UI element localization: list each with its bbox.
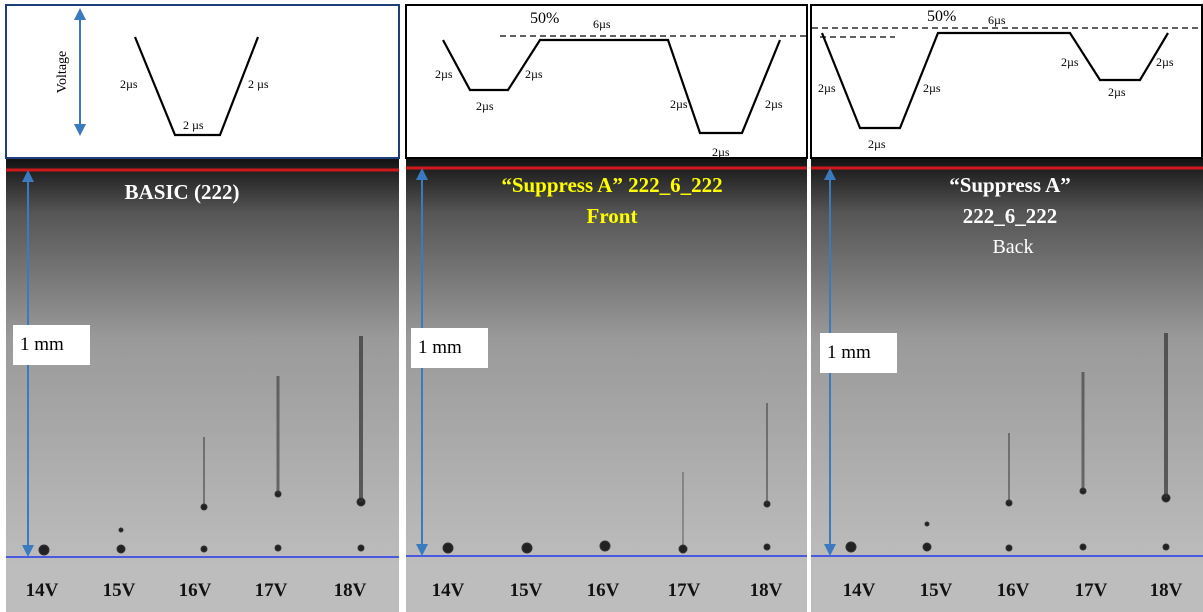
image-panel [406,158,807,612]
waveform-label: 2µs [435,67,453,81]
top-line [6,166,1203,172]
voltage-label: 16V [587,580,620,601]
waveform-label: 2µs [1061,55,1079,69]
waveform [133,36,260,137]
voltage-labels: 14V 15V 16V 17V 18V 14V 15V 16V 17V 18V … [26,580,1183,601]
waveform [442,38,782,135]
waveform-label: 2µs [120,77,138,91]
scale-box [411,328,488,368]
panel-title: Back [992,236,1033,258]
droplets [38,333,1171,556]
separator [807,158,811,612]
waveform-label: 2µs [670,97,688,111]
level-label: 50% [530,10,559,27]
panel-title: BASIC (222) [125,180,240,204]
voltage-label: 15V [920,580,953,601]
axis-label: Voltage [55,51,70,94]
scale-label: 1 mm [20,334,64,355]
waveform-label: 2µs [868,137,886,151]
waveform-label: 6µs [593,17,611,31]
waveform-box [5,4,400,159]
waveform-label: 2 µs [248,77,269,91]
voltage-label: 15V [510,580,543,601]
waveform-label: 2µs [1156,55,1174,69]
waveform-label: 2µs [476,99,494,113]
waveform-label: 6µs [988,13,1006,27]
scale-label: 1 mm [827,342,871,363]
waveform-label: 2µs [923,81,941,95]
waveform-label: 2µs [525,67,543,81]
waveform-label: 2µs [818,81,836,95]
waveform-label: 2µs [1108,85,1126,99]
voltage-label: 17V [1075,580,1108,601]
panel-title: “Suppress A” [949,173,1071,197]
waveform-label: 2 µs [183,118,204,132]
voltage-label: 18V [750,580,783,601]
voltage-label: 18V [334,580,367,601]
voltage-label: 16V [997,580,1030,601]
scale-box [820,333,897,373]
voltage-label: 18V [1150,580,1183,601]
voltage-label: 17V [255,580,288,601]
voltage-label: 15V [103,580,136,601]
scale-label: 1 mm [418,337,462,358]
level-label: 50% [927,8,956,25]
voltage-label: 14V [26,580,59,601]
waveform-box [810,4,1203,159]
panel-title: “Suppress A” 222_6_222 [501,173,722,197]
image-panel [6,158,399,612]
waveform-label: 2µs [712,145,730,159]
panel-title: Front [587,204,638,228]
scale-box [13,325,90,365]
separator [399,158,406,612]
panel-title: 222_6_222 [963,204,1058,228]
waveform [820,31,1169,130]
voltage-label: 17V [668,580,701,601]
bottom-line [6,555,1203,558]
voltage-label: 16V [179,580,212,601]
waveform-label: 2µs [765,97,783,111]
voltage-label: 14V [432,580,465,601]
image-panel [811,158,1203,612]
voltage-label: 14V [843,580,876,601]
label-strip [6,565,1203,612]
